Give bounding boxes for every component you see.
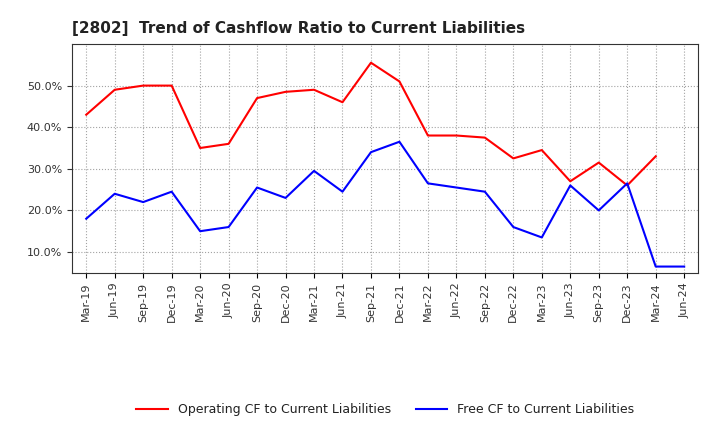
- Operating CF to Current Liabilities: [225, 141, 233, 147]
- Free CF to Current Liabilities: [167, 189, 176, 194]
- Operating CF to Current Liabilities: [509, 156, 518, 161]
- Operating CF to Current Liabilities: [310, 87, 318, 92]
- Free CF to Current Liabilities: [338, 189, 347, 194]
- Free CF to Current Liabilities: [623, 181, 631, 186]
- Operating CF to Current Liabilities: [537, 147, 546, 153]
- Free CF to Current Liabilities: [395, 139, 404, 144]
- Free CF to Current Liabilities: [110, 191, 119, 196]
- Free CF to Current Liabilities: [566, 183, 575, 188]
- Free CF to Current Liabilities: [366, 150, 375, 155]
- Operating CF to Current Liabilities: [282, 89, 290, 95]
- Operating CF to Current Liabilities: [452, 133, 461, 138]
- Free CF to Current Liabilities: [225, 224, 233, 230]
- Free CF to Current Liabilities: [82, 216, 91, 221]
- Operating CF to Current Liabilities: [566, 179, 575, 184]
- Free CF to Current Liabilities: [139, 199, 148, 205]
- Operating CF to Current Liabilities: [366, 60, 375, 66]
- Line: Free CF to Current Liabilities: Free CF to Current Liabilities: [86, 142, 684, 267]
- Free CF to Current Liabilities: [652, 264, 660, 269]
- Operating CF to Current Liabilities: [423, 133, 432, 138]
- Free CF to Current Liabilities: [509, 224, 518, 230]
- Operating CF to Current Liabilities: [623, 183, 631, 188]
- Legend: Operating CF to Current Liabilities, Free CF to Current Liabilities: Operating CF to Current Liabilities, Fre…: [131, 398, 639, 421]
- Free CF to Current Liabilities: [310, 168, 318, 173]
- Operating CF to Current Liabilities: [652, 154, 660, 159]
- Free CF to Current Liabilities: [253, 185, 261, 190]
- Free CF to Current Liabilities: [537, 235, 546, 240]
- Operating CF to Current Liabilities: [196, 145, 204, 150]
- Operating CF to Current Liabilities: [139, 83, 148, 88]
- Operating CF to Current Liabilities: [480, 135, 489, 140]
- Operating CF to Current Liabilities: [595, 160, 603, 165]
- Free CF to Current Liabilities: [680, 264, 688, 269]
- Free CF to Current Liabilities: [196, 228, 204, 234]
- Operating CF to Current Liabilities: [395, 79, 404, 84]
- Free CF to Current Liabilities: [452, 185, 461, 190]
- Text: [2802]  Trend of Cashflow Ratio to Current Liabilities: [2802] Trend of Cashflow Ratio to Curren…: [72, 21, 525, 36]
- Operating CF to Current Liabilities: [253, 95, 261, 101]
- Operating CF to Current Liabilities: [338, 99, 347, 105]
- Free CF to Current Liabilities: [595, 208, 603, 213]
- Free CF to Current Liabilities: [480, 189, 489, 194]
- Free CF to Current Liabilities: [282, 195, 290, 201]
- Operating CF to Current Liabilities: [167, 83, 176, 88]
- Line: Operating CF to Current Liabilities: Operating CF to Current Liabilities: [86, 63, 656, 185]
- Operating CF to Current Liabilities: [110, 87, 119, 92]
- Operating CF to Current Liabilities: [82, 112, 91, 117]
- Free CF to Current Liabilities: [423, 181, 432, 186]
